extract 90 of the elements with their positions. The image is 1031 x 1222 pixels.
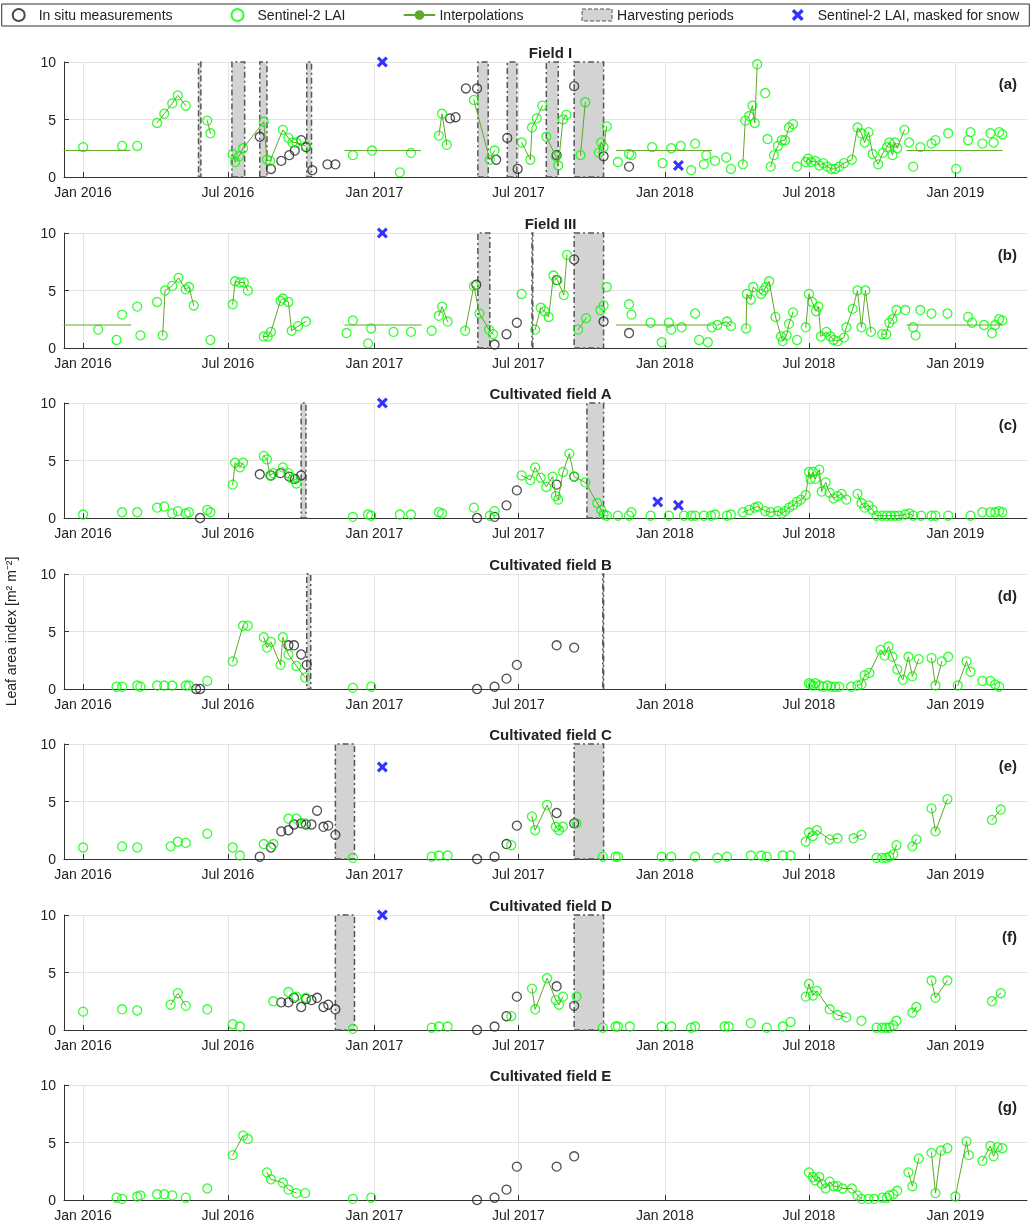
x-tick-label: Jan 2019 [926, 1207, 985, 1222]
x-tick-label: Jan 2019 [926, 354, 985, 371]
y-tick-label: 0 [48, 1192, 57, 1208]
y-tick-label: 10 [40, 736, 57, 752]
y-tick-label: 10 [40, 1077, 57, 1093]
x-tick-label: Jul 2017 [491, 695, 546, 712]
x-tick-label: Jan 2018 [636, 1036, 694, 1053]
annotation: (a) [998, 75, 1018, 92]
y-tick-label: 10 [40, 224, 57, 241]
x-tick-label: Jan 2017 [345, 1207, 404, 1222]
x-tick-label: Jan 2016 [54, 866, 113, 882]
x-tick-label: Jan 2018 [636, 866, 694, 882]
x-tick-label: Jan 2016 [54, 184, 113, 200]
x-tick-label: Jan 2018 [636, 354, 694, 371]
x-tick-label: Jul 2017 [491, 184, 546, 200]
x-tick-label: Jul 2018 [782, 354, 836, 371]
x-tick-label: Jan 2017 [345, 525, 404, 541]
chart-title: Cultivated field B [489, 555, 612, 573]
annotation: (e) [998, 757, 1018, 774]
x-tick-label: Jul 2017 [491, 1207, 546, 1222]
chart-title: Cultivated field C [489, 726, 612, 743]
x-tick-label: Jul 2017 [491, 866, 546, 882]
chart-title: Field I [528, 44, 573, 61]
y-tick-label: 0 [48, 680, 57, 697]
annotation: (c) [998, 416, 1018, 433]
x-tick-label: Jul 2016 [201, 184, 255, 200]
x-tick-label: Jan 2018 [636, 1207, 694, 1222]
x-tick-label: Jul 2018 [782, 1036, 836, 1053]
x-tick-label: Jan 2016 [54, 1207, 113, 1222]
x-tick-label: Jan 2018 [636, 525, 694, 541]
annotation: (g) [997, 1098, 1017, 1115]
x-tick-label: Jan 2016 [54, 525, 113, 541]
x-tick-label: Jan 2019 [926, 866, 985, 882]
x-tick-label: Jan 2016 [54, 1036, 113, 1053]
y-tick-label: 10 [40, 906, 57, 923]
chart-title: Cultivated field D [489, 896, 612, 914]
y-tick-label: 5 [48, 964, 57, 980]
legend-label: Sentinel-2 LAI, masked for snow [817, 7, 1021, 23]
y-tick-label: 5 [48, 1134, 57, 1151]
x-tick-label: Jan 2017 [345, 354, 404, 371]
x-tick-label: Jul 2018 [782, 695, 836, 712]
legend-label: Interpolations [439, 7, 524, 23]
x-tick-label: Jul 2016 [201, 525, 255, 541]
legend-label: In situ measurements [38, 7, 173, 23]
x-tick-label: Jan 2019 [926, 184, 985, 200]
y-tick-label: 10 [40, 565, 57, 582]
y-tick-label: 10 [40, 54, 57, 70]
y-tick-label: 5 [48, 623, 57, 639]
x-tick-label: Jul 2018 [782, 1207, 836, 1222]
chart-title: Cultivated field A [489, 385, 612, 402]
chart-title: Field III [524, 214, 577, 232]
chart-title: Cultivated field E [489, 1067, 612, 1084]
y-tick-label: 0 [48, 169, 57, 185]
x-tick-label: Jul 2017 [491, 354, 546, 371]
y-tick-label: 5 [48, 111, 57, 128]
x-tick-label: Jul 2016 [201, 1036, 255, 1053]
annotation: (f) [1002, 927, 1018, 945]
x-tick-label: Jul 2018 [782, 866, 836, 882]
x-tick-label: Jan 2017 [345, 1036, 404, 1053]
y-tick-label: 5 [48, 793, 57, 810]
x-tick-label: Jan 2018 [636, 184, 694, 200]
x-tick-label: Jul 2017 [491, 525, 546, 541]
x-tick-label: Jan 2017 [345, 184, 404, 200]
y-tick-label: 0 [48, 851, 57, 867]
x-tick-label: Jan 2017 [345, 866, 404, 882]
x-tick-label: Jul 2016 [201, 354, 255, 371]
x-tick-label: Jul 2016 [201, 866, 255, 882]
x-tick-label: Jan 2018 [636, 695, 694, 712]
y-axis-title: Leaf area index [m² m⁻²] [3, 556, 19, 706]
y-tick-label: 0 [48, 339, 57, 356]
x-tick-label: Jan 2016 [54, 695, 113, 712]
annotation: (b) [997, 245, 1017, 263]
x-tick-label: Jul 2016 [201, 1207, 255, 1222]
x-tick-label: Jan 2017 [345, 695, 404, 712]
y-tick-label: 5 [48, 282, 57, 298]
x-tick-label: Jan 2019 [926, 525, 985, 541]
x-tick-label: Jul 2016 [201, 695, 255, 712]
x-tick-label: Jul 2018 [782, 525, 836, 541]
x-tick-label: Jan 2019 [926, 695, 985, 712]
y-tick-label: 10 [40, 395, 57, 411]
x-tick-label: Jan 2019 [926, 1036, 985, 1053]
y-tick-label: 0 [48, 510, 57, 526]
legend-label: Harvesting periods [617, 7, 734, 23]
legend-label: Sentinel-2 LAI [257, 7, 346, 23]
x-tick-label: Jul 2017 [491, 1036, 546, 1053]
annotation: (d) [997, 586, 1017, 604]
y-tick-label: 0 [48, 1021, 57, 1038]
x-tick-label: Jan 2016 [54, 354, 113, 371]
x-tick-label: Jul 2018 [782, 184, 836, 200]
y-tick-label: 5 [48, 452, 57, 469]
